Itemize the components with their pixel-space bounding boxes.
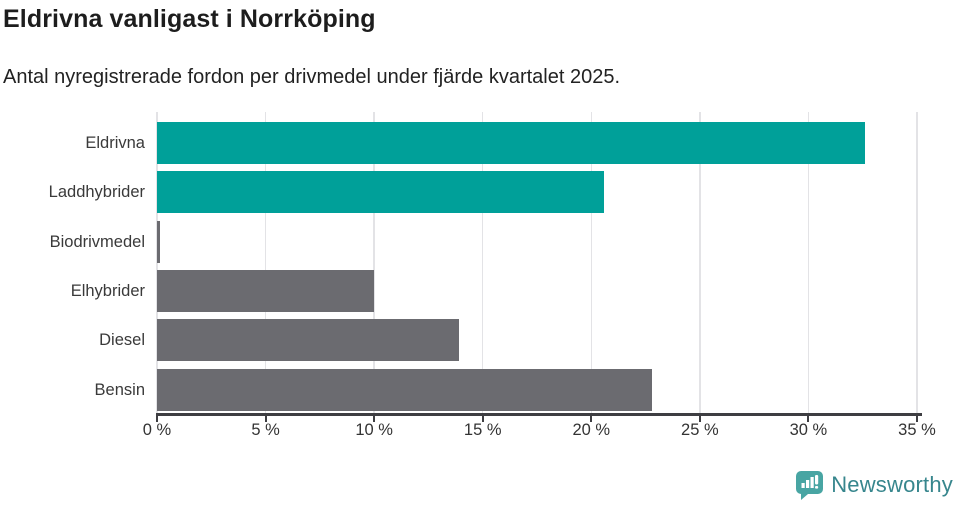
gridline-20 (590, 112, 593, 413)
axis-tick-15 (481, 415, 484, 422)
bar-2 (157, 220, 161, 263)
axis-tick-0 (156, 415, 158, 422)
axis-tick-25 (698, 415, 701, 422)
newsworthy-icon (796, 471, 824, 500)
axis-tick-35 (915, 415, 918, 422)
x-axis-line (156, 413, 923, 416)
category-label-2: Biodrivmedel (49, 232, 145, 251)
tick-label-0: 0 % (142, 421, 172, 439)
gridline-25 (699, 112, 701, 413)
category-label-3: Elhybrider (70, 281, 145, 300)
newsworthy-bubble (796, 471, 824, 500)
chart-subtitle: Antal nyregistrerade fordon per drivmede… (3, 66, 621, 88)
bar-1 (157, 171, 605, 214)
tick-label-10: 10 % (355, 421, 393, 439)
axis-tick-30 (807, 415, 810, 422)
category-label-0: Eldrivna (85, 134, 145, 152)
axis-tick-10 (373, 415, 376, 422)
gridline-10 (373, 112, 375, 413)
brand-name: Newsworthy (831, 472, 953, 497)
category-label-5: Bensin (94, 380, 145, 399)
gridline-15 (481, 112, 484, 413)
bar-0 (157, 122, 865, 164)
chart-title: Eldrivna vanligast i Norrköping (3, 5, 376, 33)
tick-label-5: 5 % (251, 421, 280, 439)
tick-label-30: 30 % (789, 421, 828, 439)
bar-4 (157, 319, 459, 362)
bar-3 (157, 269, 375, 312)
gridline-35 (916, 112, 918, 413)
axis-tick-20 (590, 415, 593, 422)
gridline-5 (264, 112, 267, 413)
tick-label-25: 25 % (681, 421, 719, 439)
axis-tick-5 (264, 415, 267, 422)
tick-label-20: 20 % (572, 421, 611, 439)
category-label-1: Laddhybrider (48, 183, 145, 202)
tick-label-35: 35 % (898, 421, 936, 439)
brand-logo: Newsworthy (795, 470, 953, 500)
category-label-4: Diesel (99, 331, 145, 350)
gridline-30 (807, 112, 810, 413)
bar-5 (157, 368, 653, 411)
tick-label-15: 15 % (463, 421, 502, 439)
